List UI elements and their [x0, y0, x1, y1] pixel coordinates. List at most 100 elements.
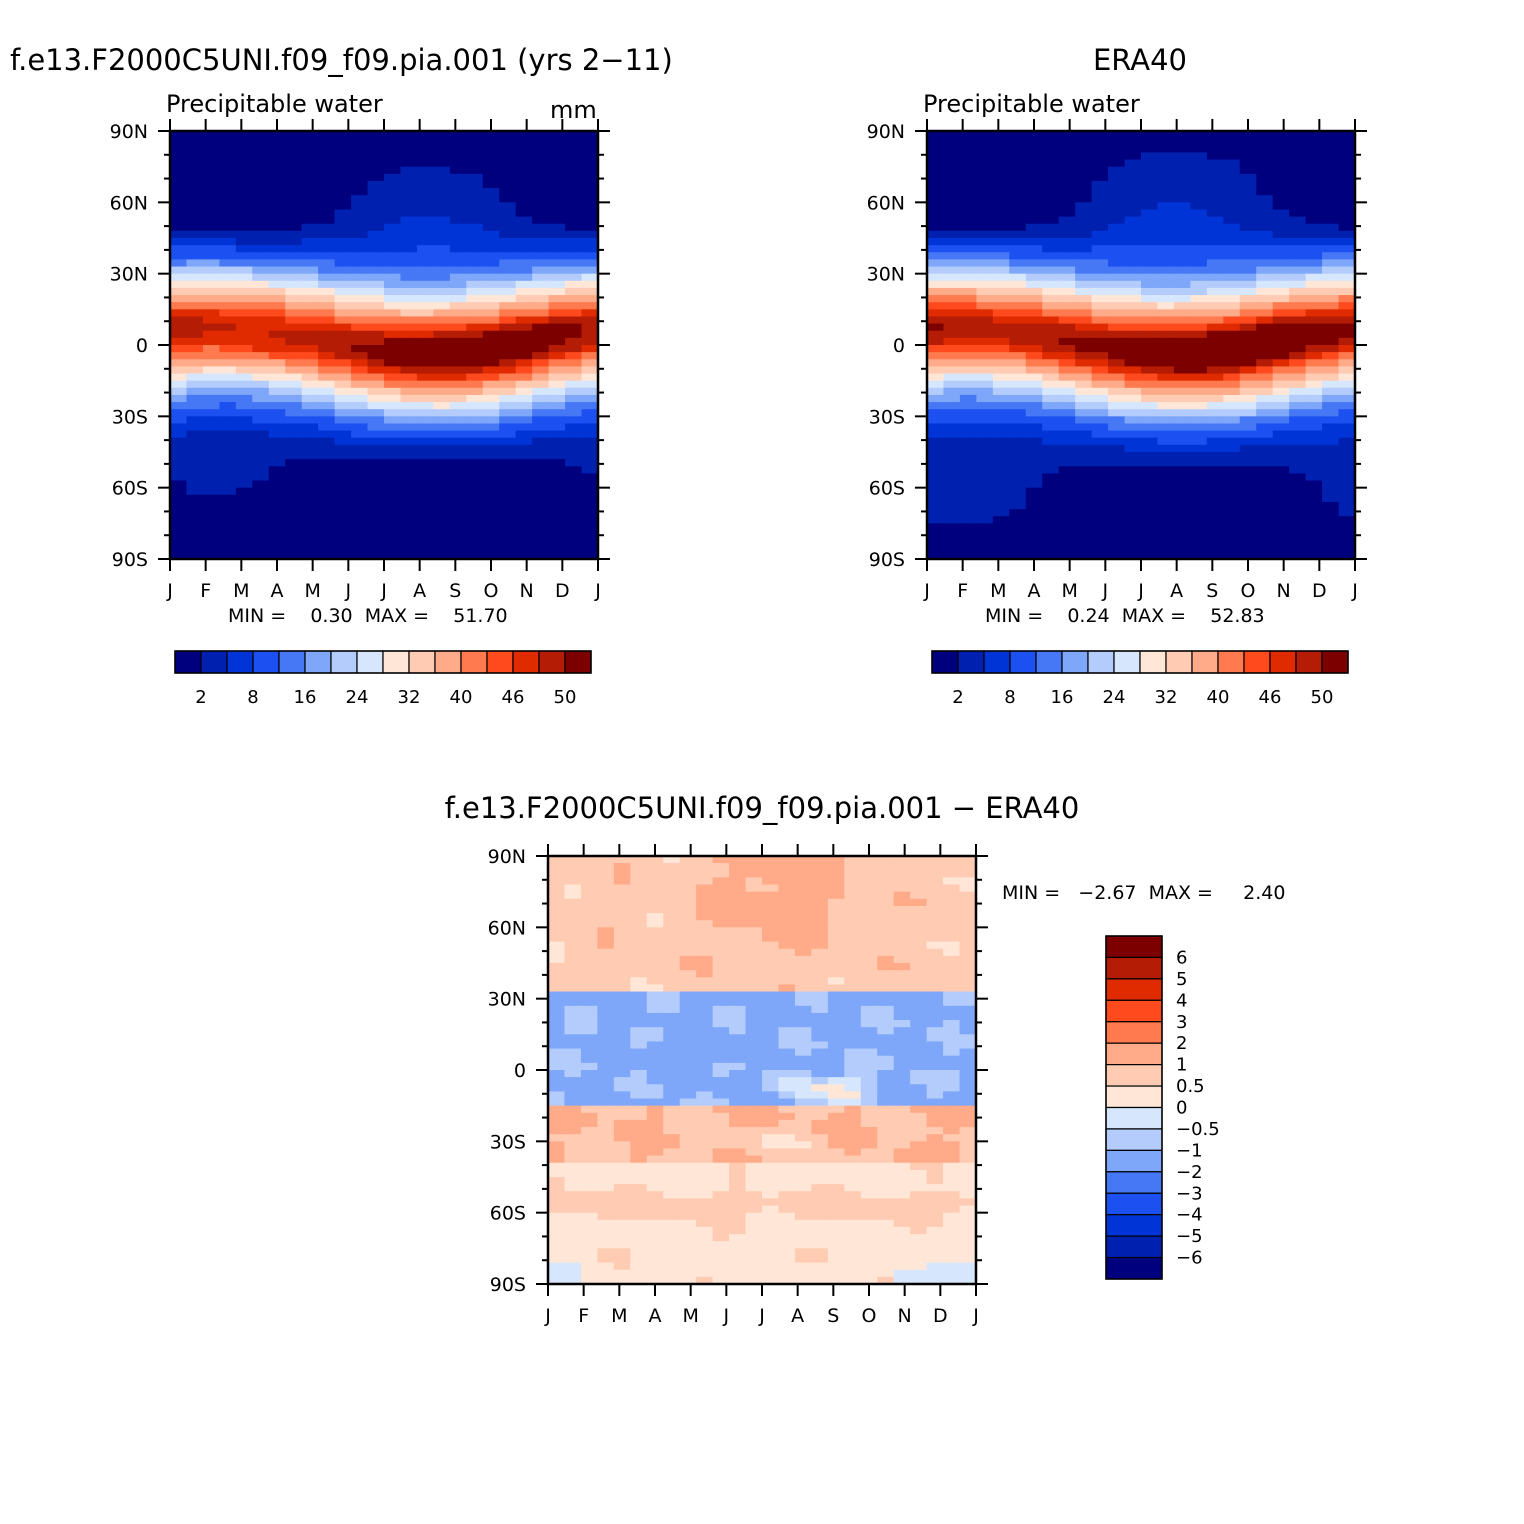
field-cell: [548, 1141, 566, 1150]
field-cell: [646, 1112, 664, 1121]
field-cell: [1272, 316, 1290, 325]
field-cell: [1091, 423, 1109, 432]
field-cell: [318, 387, 336, 396]
panel-era40-ytick-label: 0: [893, 335, 905, 357]
field-cell: [301, 138, 319, 146]
field-cell: [548, 409, 566, 417]
field-cell: [1075, 459, 1093, 467]
field-cell: [926, 863, 944, 871]
field-cell: [827, 927, 845, 936]
field-cell: [827, 970, 845, 978]
field-cell: [1141, 209, 1159, 218]
field-cell: [1206, 551, 1224, 560]
field-cell: [992, 337, 1010, 346]
field-cell: [811, 920, 829, 928]
field-cell: [268, 523, 286, 532]
field-cell: [515, 209, 533, 218]
field-cell: [1256, 266, 1274, 275]
field-cell: [959, 173, 977, 182]
field-cell: [794, 1226, 812, 1235]
field-cell: [482, 209, 500, 218]
field-cell: [663, 1098, 681, 1107]
field-cell: [565, 152, 583, 161]
field-cell: [844, 1070, 862, 1078]
field-cell: [844, 891, 862, 900]
field-cell: [1206, 437, 1224, 446]
field-cell: [959, 188, 977, 196]
field-cell: [564, 941, 582, 950]
field-cell: [186, 530, 204, 539]
field-cell: [959, 537, 977, 546]
field-cell: [1239, 145, 1257, 153]
panel-model-colorbar: 2 8 16 24 32 40 46 50: [174, 650, 592, 708]
field-cell: [646, 970, 664, 978]
field-cell: [1042, 145, 1060, 153]
field-cell: [1173, 223, 1191, 232]
field-cell: [580, 898, 598, 907]
field-cell: [1322, 245, 1340, 253]
field-cell: [1305, 138, 1323, 146]
field-cell: [1289, 302, 1307, 310]
field-cell: [433, 452, 451, 460]
field-cell: [762, 913, 780, 921]
field-cell: [1173, 480, 1191, 489]
field-cell: [515, 323, 533, 332]
field-cell: [976, 159, 994, 168]
field-cell: [1322, 452, 1340, 460]
field-cell: [1190, 437, 1208, 446]
field-cell: [548, 877, 566, 886]
field-cell: [367, 188, 385, 196]
field-cell: [926, 877, 944, 886]
field-cell: [482, 366, 500, 375]
field-cell: [499, 394, 517, 403]
field-cell: [285, 380, 303, 389]
field-cell: [1206, 466, 1224, 474]
panel-era40-xtick-label: A: [1170, 580, 1183, 602]
field-cell: [712, 1184, 730, 1192]
field-cell: [499, 159, 517, 168]
field-cell: [778, 955, 796, 964]
field-cell: [679, 920, 697, 928]
field-cell: [844, 863, 862, 871]
field-cell: [1141, 366, 1159, 375]
field-cell: [943, 551, 961, 560]
field-cell: [1272, 416, 1290, 425]
field-cell: [186, 423, 204, 432]
field-cell: [334, 430, 352, 439]
field-cell: [400, 259, 418, 268]
field-cell: [943, 152, 961, 161]
field-cell: [581, 487, 599, 496]
field-cell: [1124, 352, 1142, 360]
field-cell: [170, 352, 188, 360]
field-cell: [646, 1119, 664, 1128]
field-cell: [910, 1269, 928, 1278]
field-cell: [745, 905, 763, 914]
field-cell: [186, 387, 204, 396]
panel-model-cbar-label: 46: [502, 687, 525, 708]
field-cell: [482, 416, 500, 425]
field-cell: [1091, 487, 1109, 496]
field-cell: [762, 1034, 780, 1043]
field-cell: [466, 238, 484, 246]
field-cell: [482, 437, 500, 446]
field-cell: [285, 152, 303, 161]
field-cell: [565, 166, 583, 175]
field-cell: [1141, 145, 1159, 153]
field-cell: [679, 934, 697, 943]
field-cell: [778, 1062, 796, 1071]
field-cell: [811, 1219, 829, 1228]
field-cell: [597, 1269, 615, 1278]
field-cell: [252, 366, 270, 375]
field-cell: [301, 366, 319, 375]
field-cell: [433, 409, 451, 417]
field-cell: [235, 195, 253, 203]
field-cell: [1009, 494, 1027, 503]
field-cell: [943, 131, 961, 139]
field-cell: [729, 1062, 747, 1071]
field-cell: [235, 166, 253, 175]
field-cell: [532, 466, 550, 474]
field-cell: [1108, 473, 1126, 482]
field-cell: [384, 131, 402, 139]
field-cell: [449, 188, 467, 196]
field-cell: [1091, 238, 1109, 246]
